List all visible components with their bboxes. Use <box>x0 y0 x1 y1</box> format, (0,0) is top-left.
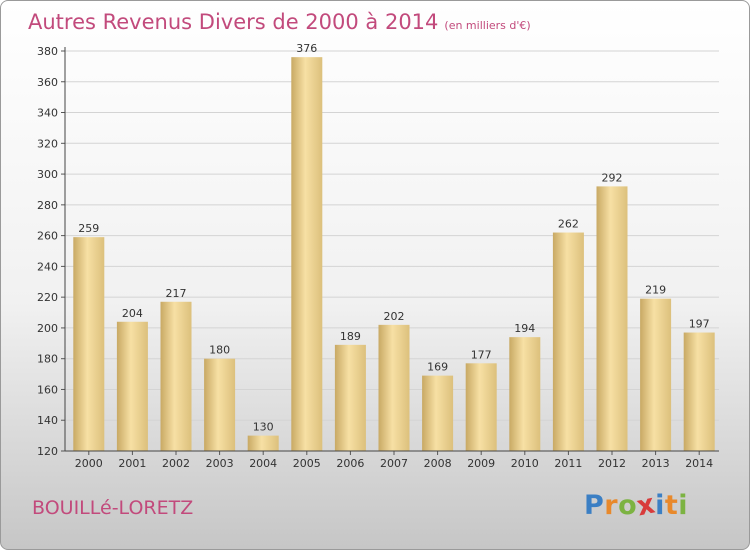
bar <box>247 435 279 451</box>
x-tick-label: 2008 <box>424 457 452 470</box>
bar-value-label: 177 <box>471 348 492 361</box>
bar-value-label: 219 <box>645 284 666 297</box>
y-tick-label: 360 <box>37 76 58 89</box>
x-tick-label: 2005 <box>293 457 321 470</box>
bar <box>204 358 236 451</box>
bar <box>334 344 366 451</box>
bar-value-label: 130 <box>253 421 274 434</box>
bar <box>116 321 148 451</box>
x-tick-label: 2006 <box>336 457 364 470</box>
x-tick-label: 2009 <box>467 457 495 470</box>
x-axis-ticks: 2000 2001 2002 2003 2004 2005 2006 2007 2008 2009… <box>75 451 713 470</box>
logo-letter: i <box>678 490 689 521</box>
logo-letter: o <box>618 490 638 521</box>
x-tick-label: 2012 <box>598 457 626 470</box>
bar-value-label: 202 <box>384 310 405 323</box>
logo-letter: i <box>655 490 665 521</box>
bar-value-label: 189 <box>340 330 361 343</box>
y-tick-label: 120 <box>37 445 58 458</box>
x-tick-label: 2004 <box>249 457 277 470</box>
bar <box>552 232 584 451</box>
logo-letter: t <box>664 490 679 521</box>
bar-value-label: 217 <box>166 287 187 300</box>
bar <box>422 375 454 451</box>
y-tick-label: 220 <box>37 291 58 304</box>
bar-value-label: 180 <box>209 344 230 357</box>
bar <box>596 186 628 451</box>
proxiti-logo: Proxiti <box>584 488 689 522</box>
y-tick-label: 380 <box>37 45 58 58</box>
bar-value-label: 204 <box>122 307 143 320</box>
x-tick-label: 2001 <box>118 457 146 470</box>
y-tick-label: 320 <box>37 137 58 150</box>
logo-letter: P <box>584 490 605 521</box>
bar-value-label: 292 <box>602 171 623 184</box>
bar <box>73 237 105 451</box>
bar-value-label: 169 <box>427 361 448 374</box>
bar-value-label: 262 <box>558 218 579 231</box>
x-tick-label: 2003 <box>206 457 234 470</box>
chart-subtitle: (en milliers d'€) <box>444 19 531 32</box>
y-tick-label: 180 <box>37 353 58 366</box>
logo-letter: r <box>604 490 619 521</box>
y-tick-label: 160 <box>37 383 58 396</box>
chart-title: Autres Revenus Divers de 2000 à 2014 (en … <box>28 10 531 34</box>
y-axis-ticks: 120 140 160 180 200 220 240 260 280 300 320 340 360 3… <box>37 45 65 458</box>
y-tick-label: 260 <box>37 230 58 243</box>
bars <box>73 57 715 452</box>
bar-value-label: 197 <box>689 318 710 331</box>
x-tick-label: 2010 <box>511 457 539 470</box>
y-tick-label: 140 <box>37 414 58 427</box>
y-tick-label: 340 <box>37 107 58 120</box>
bar <box>160 301 192 451</box>
bar <box>291 57 323 452</box>
chart-title-text: Autres Revenus Divers de 2000 à 2014 <box>28 10 439 34</box>
x-tick-label: 2000 <box>75 457 103 470</box>
x-tick-label: 2007 <box>380 457 408 470</box>
axes <box>64 47 719 452</box>
bar-value-label: 194 <box>514 322 535 335</box>
bar <box>465 363 497 451</box>
bar <box>640 298 672 451</box>
bar <box>509 337 541 451</box>
x-tick-label: 2002 <box>162 457 190 470</box>
bar <box>378 324 410 451</box>
bar-value-label: 259 <box>78 222 99 235</box>
y-tick-label: 200 <box>37 322 58 335</box>
bar-value-label: 376 <box>296 42 317 55</box>
y-tick-label: 280 <box>37 199 58 212</box>
x-tick-label: 2013 <box>642 457 670 470</box>
x-tick-label: 2011 <box>554 457 582 470</box>
y-tick-label: 240 <box>37 260 58 273</box>
value-labels: 259 204 217 180 130 376 189 202 169 177 194 262 292 2… <box>78 42 709 433</box>
commune-name: BOUILLé-LORETZ <box>32 497 194 519</box>
y-tick-label: 300 <box>37 168 58 181</box>
bar <box>683 332 715 451</box>
x-tick-label: 2014 <box>685 457 713 470</box>
